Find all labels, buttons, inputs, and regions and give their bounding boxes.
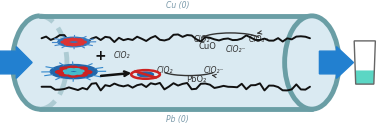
Circle shape: [68, 74, 79, 77]
Circle shape: [70, 73, 76, 75]
Circle shape: [61, 41, 69, 43]
Circle shape: [79, 41, 86, 43]
Circle shape: [76, 73, 87, 76]
Circle shape: [77, 70, 84, 72]
Circle shape: [70, 44, 77, 46]
Circle shape: [64, 70, 70, 72]
Polygon shape: [355, 70, 374, 84]
Circle shape: [73, 69, 80, 71]
Text: Pb (0): Pb (0): [166, 115, 189, 124]
Circle shape: [76, 43, 84, 45]
Text: PbO₂: PbO₂: [186, 75, 207, 84]
Circle shape: [138, 72, 153, 77]
Circle shape: [77, 67, 87, 70]
Circle shape: [64, 39, 71, 41]
Text: ClO₃⁻: ClO₃⁻: [249, 35, 269, 44]
FancyArrow shape: [319, 47, 353, 78]
Circle shape: [56, 70, 66, 74]
Circle shape: [67, 69, 74, 71]
Text: ClO₂⁻: ClO₂⁻: [203, 66, 224, 75]
Text: ClO₂⁻: ClO₂⁻: [226, 45, 246, 54]
FancyArrow shape: [0, 47, 32, 78]
Circle shape: [70, 38, 77, 40]
Text: CuO: CuO: [199, 42, 217, 51]
Text: ClO₂: ClO₂: [156, 66, 173, 75]
Polygon shape: [40, 16, 312, 109]
Circle shape: [58, 37, 90, 47]
Circle shape: [50, 64, 97, 79]
Circle shape: [59, 73, 70, 76]
Circle shape: [67, 66, 78, 69]
Text: ClO₂: ClO₂: [194, 35, 211, 44]
Circle shape: [81, 70, 92, 74]
Circle shape: [65, 43, 72, 45]
Circle shape: [60, 67, 71, 70]
Circle shape: [65, 72, 71, 74]
Text: ClO₂: ClO₂: [113, 51, 130, 60]
Ellipse shape: [12, 16, 67, 109]
Text: Cu (0): Cu (0): [166, 1, 189, 10]
Ellipse shape: [285, 16, 339, 109]
Circle shape: [76, 39, 83, 41]
Circle shape: [75, 72, 82, 74]
Text: +: +: [94, 49, 106, 63]
